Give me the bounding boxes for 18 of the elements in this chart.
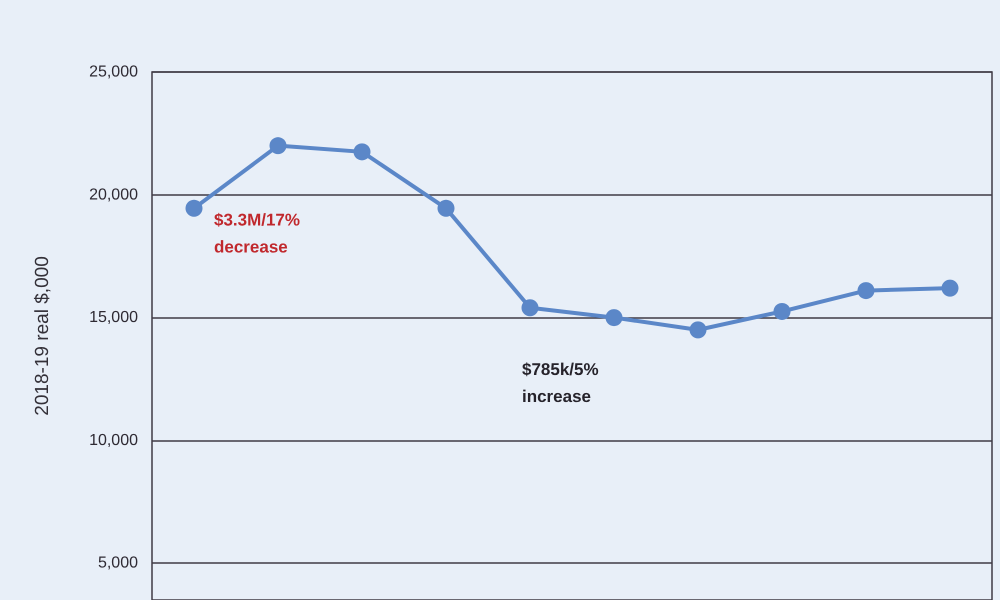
point [354, 143, 370, 160]
point [858, 282, 874, 300]
point [438, 200, 454, 217]
y-tick-label: 20,000 [89, 186, 138, 204]
point [270, 137, 286, 154]
y-tick-label: 25,000 [89, 64, 138, 80]
annotation: $3.3M/17% decrease [214, 210, 300, 256]
point [690, 321, 706, 338]
point [186, 200, 202, 217]
annotation: $785k/5% increase [522, 360, 599, 406]
point [774, 302, 790, 320]
point [522, 299, 538, 316]
y-tick-label: 10,000 [89, 432, 138, 449]
y-tick-label: 15,000 [89, 309, 138, 326]
point [606, 309, 622, 326]
point [942, 280, 958, 297]
y-tick-label: 5,000 [98, 554, 138, 572]
y-axis-title: 2018-19 real $,000 [32, 256, 53, 416]
